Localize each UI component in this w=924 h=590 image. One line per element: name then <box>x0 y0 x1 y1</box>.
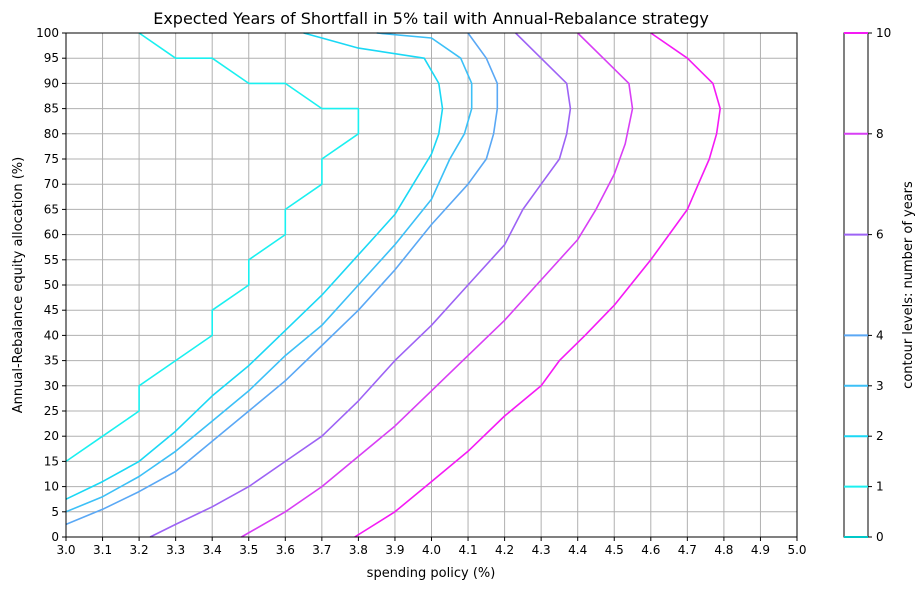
x-tick-label: 3.6 <box>276 543 295 557</box>
x-tick-label: 4.6 <box>641 543 660 557</box>
x-axis-label: spending policy (%) <box>367 566 496 581</box>
x-tick-label: 3.9 <box>385 543 404 557</box>
contour-level-2 <box>65 32 444 500</box>
y-tick-label: 40 <box>44 328 59 342</box>
x-tick-label: 4.3 <box>532 543 551 557</box>
x-tick-label: 3.8 <box>349 543 368 557</box>
contour-level-3 <box>65 32 473 513</box>
x-tick-label: 3.7 <box>312 543 331 557</box>
y-tick-label: 65 <box>44 202 59 216</box>
contour-lines <box>65 32 721 538</box>
y-tick-label: 100 <box>36 26 59 40</box>
colorbar-tick-label: 3 <box>876 379 884 393</box>
y-tick-label: 35 <box>44 354 59 368</box>
x-tick-label: 3.4 <box>203 543 222 557</box>
y-tick-label: 70 <box>44 177 59 191</box>
x-tick-label: 5.0 <box>787 543 806 557</box>
x-tick-label: 4.4 <box>568 543 587 557</box>
colorbar-tick-label: 6 <box>876 228 884 242</box>
x-tick-label: 4.5 <box>605 543 624 557</box>
y-tick-label: 60 <box>44 228 59 242</box>
y-tick-label: 80 <box>44 127 59 141</box>
x-tick-label: 3.0 <box>56 543 75 557</box>
x-axis-ticks: 3.0 3.1 3.2 3.3 3.4 3.5 3.6 3.7 3.8 3.9 4.0 4.1 4.2 4… <box>56 537 807 557</box>
x-tick-label: 4.9 <box>751 543 770 557</box>
colorbar-label: contour levels: number of years <box>901 181 916 389</box>
contour-level-10 <box>354 32 721 538</box>
y-tick-label: 5 <box>51 505 59 519</box>
contour-level-1 <box>65 32 360 463</box>
y-tick-label: 55 <box>44 253 59 267</box>
contour-level-4 <box>65 32 499 526</box>
colorbar-tick-label: 10 <box>876 26 891 40</box>
y-tick-label: 50 <box>44 278 59 292</box>
x-tick-label: 4.8 <box>714 543 733 557</box>
y-tick-label: 10 <box>44 480 59 494</box>
contour-level-6 <box>149 32 572 538</box>
y-tick-label: 20 <box>44 429 59 443</box>
contour-level-8 <box>241 32 634 538</box>
colorbar-tick-label: 0 <box>876 530 884 544</box>
colorbar-tick-label: 8 <box>876 127 884 141</box>
x-tick-label: 3.3 <box>166 543 185 557</box>
y-tick-label: 75 <box>44 152 59 166</box>
colorbar-frame <box>843 32 869 538</box>
y-tick-label: 25 <box>44 404 59 418</box>
chart-title: Expected Years of Shortfall in 5% tail w… <box>153 9 709 28</box>
y-tick-label: 95 <box>44 51 59 65</box>
y-tick-label: 30 <box>44 379 59 393</box>
y-axis-label: Annual-Rebalance equity allocation (%) <box>11 157 26 413</box>
y-tick-label: 0 <box>51 530 59 544</box>
y-tick-label: 45 <box>44 303 59 317</box>
colorbar-tick-label: 1 <box>876 480 884 494</box>
y-tick-label: 90 <box>44 76 59 90</box>
x-tick-label: 4.7 <box>678 543 697 557</box>
grid-lines <box>65 32 798 538</box>
x-tick-label: 3.5 <box>239 543 258 557</box>
x-tick-label: 4.1 <box>459 543 478 557</box>
y-tick-label: 15 <box>44 454 59 468</box>
x-tick-label: 3.2 <box>130 543 149 557</box>
x-tick-label: 4.0 <box>422 543 441 557</box>
y-tick-label: 85 <box>44 102 59 116</box>
x-tick-label: 4.2 <box>495 543 514 557</box>
colorbar-tick-label: 2 <box>876 429 884 443</box>
x-tick-label: 3.1 <box>93 543 112 557</box>
colorbar-tick-label: 4 <box>876 328 884 342</box>
colorbar: 0 1 2 3 4 6 8 10 <box>843 26 891 544</box>
y-axis-ticks: 0 5 10 15 20 25 30 35 40 45 50 55 60 65 70 75 80 85 90 95 10… <box>36 26 66 544</box>
